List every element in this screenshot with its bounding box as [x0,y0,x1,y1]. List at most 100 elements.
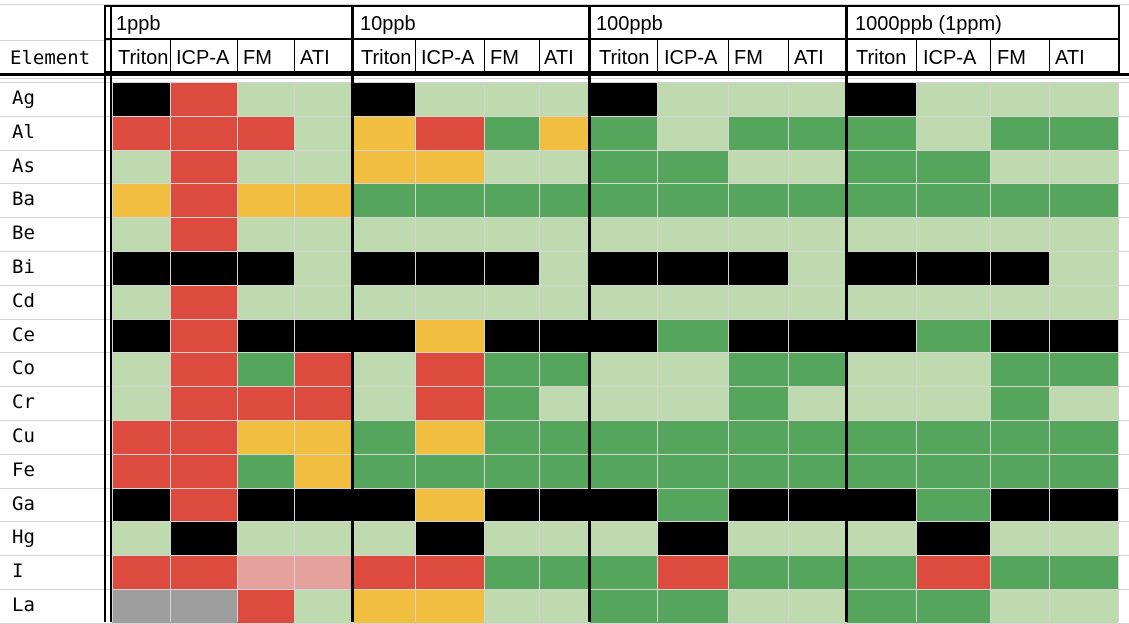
table-cell[interactable] [539,251,590,286]
table-cell[interactable] [539,149,590,184]
table-cell[interactable] [170,183,237,218]
table-cell[interactable] [1049,183,1118,218]
table-cell[interactable] [847,453,916,489]
table-cell[interactable] [539,284,590,320]
table-cell[interactable] [728,183,788,218]
table-cell[interactable] [294,521,353,556]
table-cell[interactable] [112,453,170,489]
table-cell[interactable] [170,589,237,624]
row-label-ce[interactable]: Ce [12,323,35,346]
table-cell[interactable] [484,115,539,151]
table-cell[interactable] [294,149,353,184]
table-cell[interactable] [415,251,484,286]
col-header-1000ppb-fm[interactable]: FM [997,47,1026,69]
table-cell[interactable] [112,183,170,218]
table-cell[interactable] [539,487,590,522]
table-cell[interactable] [916,115,990,151]
table-cell[interactable] [484,183,539,218]
table-cell[interactable] [788,487,847,522]
table-cell[interactable] [788,555,847,590]
table-cell[interactable] [484,386,539,421]
table-cell[interactable] [847,284,916,320]
row-label-bi[interactable]: Bi [12,256,35,278]
table-cell[interactable] [728,589,788,624]
table-cell[interactable] [415,183,484,218]
row-label-be[interactable]: Be [12,222,35,245]
table-cell[interactable] [294,420,353,455]
table-cell[interactable] [170,217,237,252]
table-cell[interactable] [484,318,539,353]
table-cell[interactable] [657,115,728,151]
table-cell[interactable] [657,453,728,489]
table-cell[interactable] [1049,115,1118,151]
table-cell[interactable] [539,453,590,489]
table-cell[interactable] [990,386,1049,421]
table-cell[interactable] [657,183,728,218]
table-cell[interactable] [728,318,788,353]
table-cell[interactable] [237,352,294,387]
table-cell[interactable] [990,251,1049,286]
table-cell[interactable] [788,352,847,387]
table-cell[interactable] [916,149,990,184]
table-cell[interactable] [916,82,990,117]
table-cell[interactable] [590,555,657,590]
table-cell[interactable] [539,318,590,353]
table-cell[interactable] [916,589,990,624]
table-cell[interactable] [415,453,484,489]
table-cell[interactable] [1049,352,1118,387]
table-cell[interactable] [294,352,353,387]
table-cell[interactable] [657,420,728,455]
table-cell[interactable] [112,420,170,455]
table-cell[interactable] [990,521,1049,556]
table-cell[interactable] [237,217,294,252]
table-cell[interactable] [788,183,847,218]
table-cell[interactable] [484,453,539,489]
table-cell[interactable] [415,149,484,184]
table-cell[interactable] [788,251,847,286]
table-cell[interactable] [170,82,237,117]
table-cell[interactable] [112,386,170,421]
table-cell[interactable] [657,589,728,624]
table-cell[interactable] [847,352,916,387]
col-header-100ppb-icpa[interactable]: ICP-A [664,47,718,69]
table-cell[interactable] [539,183,590,218]
table-cell[interactable] [847,386,916,421]
table-cell[interactable] [170,555,237,590]
table-cell[interactable] [539,352,590,387]
table-cell[interactable] [539,521,590,556]
table-cell[interactable] [788,217,847,252]
table-cell[interactable] [1049,149,1118,184]
col-header-10ppb-icpa[interactable]: ICP-A [421,47,475,69]
table-cell[interactable] [728,82,788,117]
table-cell[interactable] [484,420,539,455]
table-cell[interactable] [590,251,657,286]
table-cell[interactable] [1049,487,1118,522]
table-cell[interactable] [728,555,788,590]
table-cell[interactable] [415,521,484,556]
table-cell[interactable] [990,318,1049,353]
table-cell[interactable] [590,82,657,117]
table-cell[interactable] [415,420,484,455]
col-header-1000ppb-ati[interactable]: ATI [1055,47,1085,69]
table-cell[interactable] [112,318,170,353]
table-cell[interactable] [990,217,1049,252]
col-header-100ppb-triton[interactable]: Triton [599,47,650,69]
row-label-al[interactable]: Al [12,120,35,143]
table-cell[interactable] [1049,82,1118,117]
table-cell[interactable] [990,284,1049,320]
table-cell[interactable] [590,183,657,218]
table-cell[interactable] [237,487,294,522]
table-cell[interactable] [847,183,916,218]
table-cell[interactable] [112,352,170,387]
table-cell[interactable] [990,453,1049,489]
table-cell[interactable] [657,318,728,353]
table-cell[interactable] [1049,555,1118,590]
table-cell[interactable] [353,420,415,455]
table-cell[interactable] [590,352,657,387]
table-cell[interactable] [353,318,415,353]
table-cell[interactable] [237,284,294,320]
table-cell[interactable] [657,352,728,387]
row-label-cu[interactable]: Cu [12,425,35,447]
table-cell[interactable] [916,420,990,455]
table-cell[interactable] [657,251,728,286]
